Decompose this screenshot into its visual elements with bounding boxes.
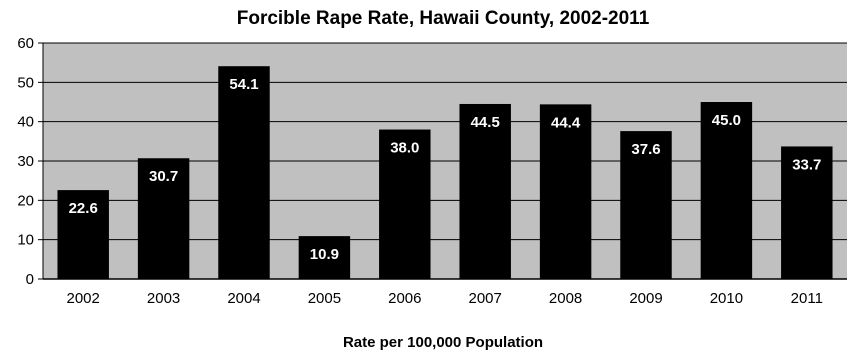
y-tick-label: 20 <box>17 192 34 209</box>
data-label: 44.4 <box>551 114 581 131</box>
bar <box>57 190 109 279</box>
data-label: 44.5 <box>471 114 500 131</box>
bar <box>137 158 190 279</box>
y-tick-label: 0 <box>26 271 34 288</box>
data-label: 45.0 <box>712 112 741 129</box>
x-tick-label: 2005 <box>308 290 341 307</box>
x-tick-label: 2010 <box>710 290 743 307</box>
data-label: 30.7 <box>149 168 178 185</box>
data-label: 10.9 <box>310 246 339 263</box>
x-axis-title: Rate per 100,000 Population <box>343 334 543 351</box>
y-tick-label: 30 <box>17 153 34 170</box>
x-axis: 2002 2003 2004 2005 2006 2007 2008 2009 2010 2011 <box>43 278 847 307</box>
bar <box>379 129 431 279</box>
x-tick-label: 2009 <box>629 290 662 307</box>
x-tick-label: 2006 <box>388 290 421 307</box>
data-label: 54.1 <box>229 76 258 93</box>
bar <box>539 104 592 279</box>
data-label: 38.0 <box>390 140 419 157</box>
x-tick-label: 2002 <box>67 290 100 307</box>
data-label: 33.7 <box>792 156 821 173</box>
data-label: 22.6 <box>69 200 98 217</box>
chart-title: Forcible Rape Rate, Hawaii County, 2002-… <box>237 8 650 29</box>
y-tick-label: 40 <box>17 114 34 131</box>
bar <box>298 236 351 279</box>
data-label: 37.6 <box>631 141 660 158</box>
x-tick-label: 2008 <box>549 290 582 307</box>
y-tick-label: 50 <box>17 74 34 91</box>
bar <box>700 102 753 279</box>
bar <box>781 146 833 279</box>
value-labels: 22.6 30.7 54.1 10.9 38.0 44.5 44.4 37.6 45.0 33.7 <box>69 76 822 263</box>
x-tick-label: 2007 <box>469 290 502 307</box>
y-tick-label: 10 <box>17 232 34 249</box>
x-tick-label: 2011 <box>791 290 823 307</box>
bar <box>218 66 270 279</box>
bar <box>620 131 672 279</box>
x-tick-label: 2003 <box>147 290 180 307</box>
x-tick-label: 2004 <box>227 290 260 307</box>
bars <box>57 66 833 279</box>
y-axis: 0 10 20 30 40 50 60 <box>17 35 44 288</box>
bar <box>459 103 511 279</box>
y-tick-label: 60 <box>17 35 34 52</box>
